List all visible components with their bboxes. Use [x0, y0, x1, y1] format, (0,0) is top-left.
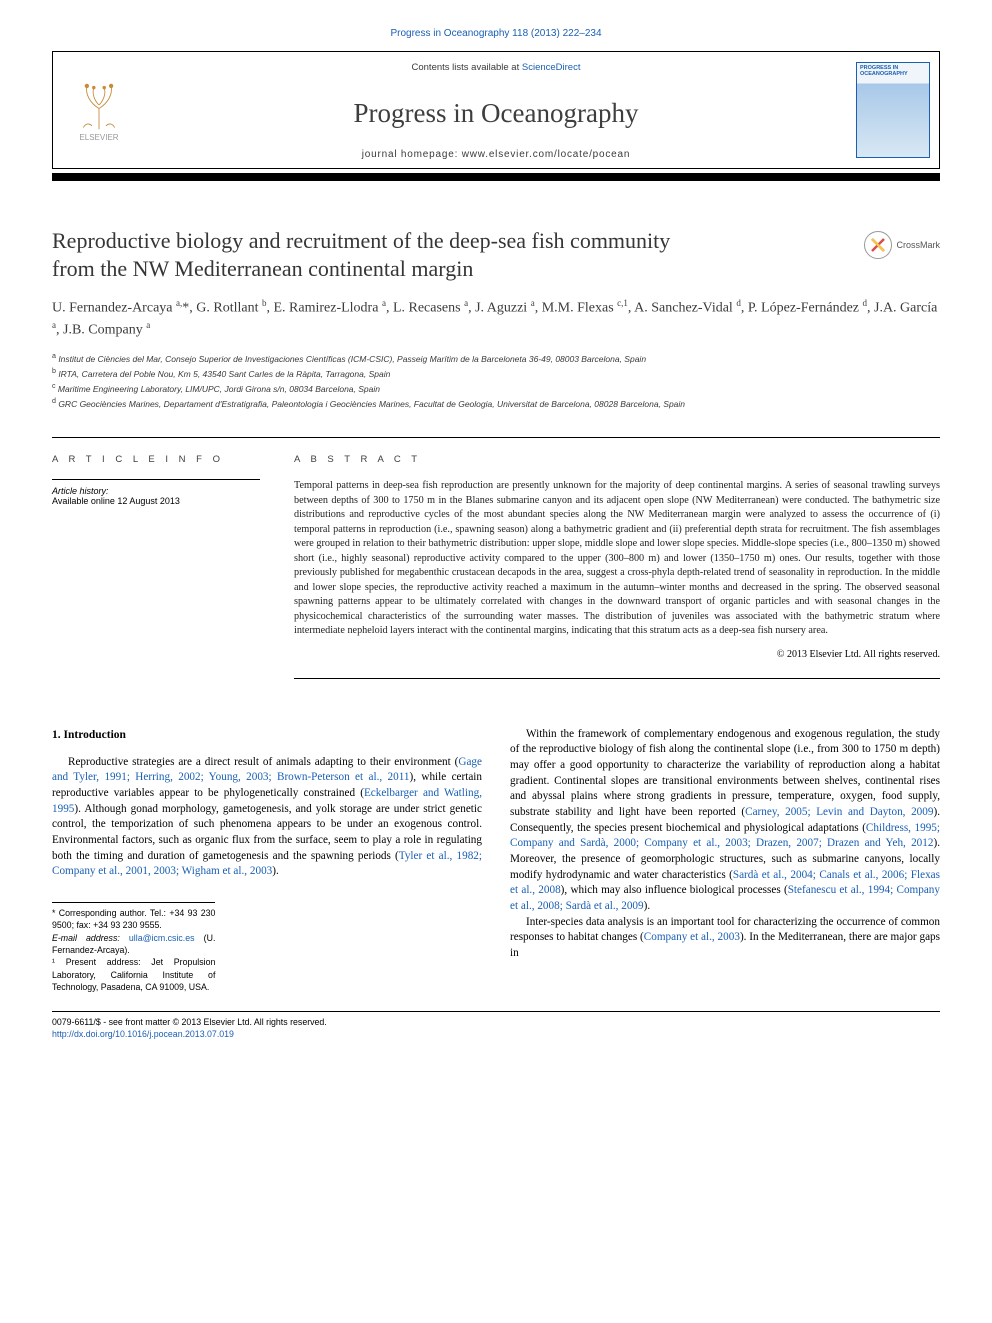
- abstract-heading: A B S T R A C T: [294, 454, 940, 465]
- cover-cell: PROGRESS IN OCEANOGRAPHY: [847, 52, 939, 168]
- corresponding-author: * Corresponding author. Tel.: +34 93 230…: [52, 907, 215, 932]
- ref-link[interactable]: Company et al., 2003: [644, 931, 740, 943]
- history-label: Article history:: [52, 486, 260, 496]
- elsevier-tree-icon: [73, 79, 125, 131]
- footnotes: * Corresponding author. Tel.: +34 93 230…: [52, 902, 215, 993]
- publisher-label: ELSEVIER: [79, 133, 118, 142]
- body-col-left: 1. Introduction Reproductive strategies …: [52, 727, 482, 994]
- authors-list: U. Fernandez-Arcaya a,*, G. Rotllant b, …: [52, 297, 940, 341]
- publisher-logo-cell: ELSEVIER: [53, 52, 145, 168]
- article-title: Reproductive biology and recruitment of …: [52, 227, 852, 283]
- homepage-url[interactable]: www.elsevier.com/locate/pocean: [462, 149, 631, 160]
- crossmark-icon: [864, 231, 892, 259]
- author-email-link[interactable]: ulla@icm.csic.es: [129, 933, 195, 943]
- crossmark-label: CrossMark: [896, 240, 940, 250]
- journal-header: ELSEVIER Contents lists available at Sci…: [52, 51, 940, 169]
- contents-line: Contents lists available at ScienceDirec…: [412, 62, 581, 73]
- body-col-right: Within the framework of complementary en…: [510, 727, 940, 994]
- abstract-col: A B S T R A C T Temporal patterns in dee…: [294, 438, 940, 678]
- intro-paragraph-2: Within the framework of complementary en…: [510, 727, 940, 915]
- present-address: ¹ Present address: Jet Propulsion Labora…: [52, 956, 215, 993]
- contents-prefix: Contents lists available at: [412, 62, 522, 73]
- title-line-1: Reproductive biology and recruitment of …: [52, 228, 670, 253]
- affiliation-c: c Maritime Engineering Laboratory, LIM/U…: [52, 381, 940, 396]
- doi-link[interactable]: http://dx.doi.org/10.1016/j.pocean.2013.…: [52, 1029, 234, 1039]
- ref-link[interactable]: Carney, 2005; Levin and Dayton, 2009: [745, 806, 933, 818]
- homepage-line: journal homepage: www.elsevier.com/locat…: [362, 149, 631, 160]
- cover-thumb-title: PROGRESS IN OCEANOGRAPHY: [860, 66, 926, 77]
- abstract-text: Temporal patterns in deep-sea fish repro…: [294, 479, 940, 638]
- history-date: Available online 12 August 2013: [52, 496, 260, 506]
- homepage-prefix: journal homepage:: [362, 149, 462, 160]
- front-matter-line: 0079-6611/$ - see front matter © 2013 El…: [52, 1017, 940, 1029]
- article-info-heading: A R T I C L E I N F O: [52, 454, 260, 465]
- top-citation[interactable]: Progress in Oceanography 118 (2013) 222–…: [52, 28, 940, 39]
- affiliation-a: a Institut de Ciències del Mar, Consejo …: [52, 351, 940, 366]
- intro-paragraph-3: Inter-species data analysis is an import…: [510, 915, 940, 962]
- crossmark-badge[interactable]: CrossMark: [864, 231, 940, 259]
- bottom-bar: 0079-6611/$ - see front matter © 2013 El…: [52, 1011, 940, 1041]
- abstract-copyright: © 2013 Elsevier Ltd. All rights reserved…: [294, 649, 940, 660]
- affiliation-b: b IRTA, Carretera del Poble Nou, Km 5, 4…: [52, 366, 940, 381]
- header-center: Contents lists available at ScienceDirec…: [145, 52, 847, 168]
- title-line-2: from the NW Mediterranean continental ma…: [52, 256, 473, 281]
- section-1-heading: 1. Introduction: [52, 727, 482, 743]
- email-line: E-mail address: ulla@icm.csic.es (U. Fer…: [52, 932, 215, 957]
- affiliation-d: d GRC Geociències Marines, Departament d…: [52, 396, 940, 411]
- journal-name: Progress in Oceanography: [354, 98, 639, 129]
- header-black-bar: [52, 173, 940, 181]
- intro-paragraph-1: Reproductive strategies are a direct res…: [52, 755, 482, 880]
- article-info-col: A R T I C L E I N F O Article history: A…: [52, 438, 260, 678]
- journal-cover-thumb: PROGRESS IN OCEANOGRAPHY: [856, 62, 930, 158]
- sciencedirect-link[interactable]: ScienceDirect: [522, 62, 581, 73]
- affiliations: a Institut de Ciències del Mar, Consejo …: [52, 351, 940, 411]
